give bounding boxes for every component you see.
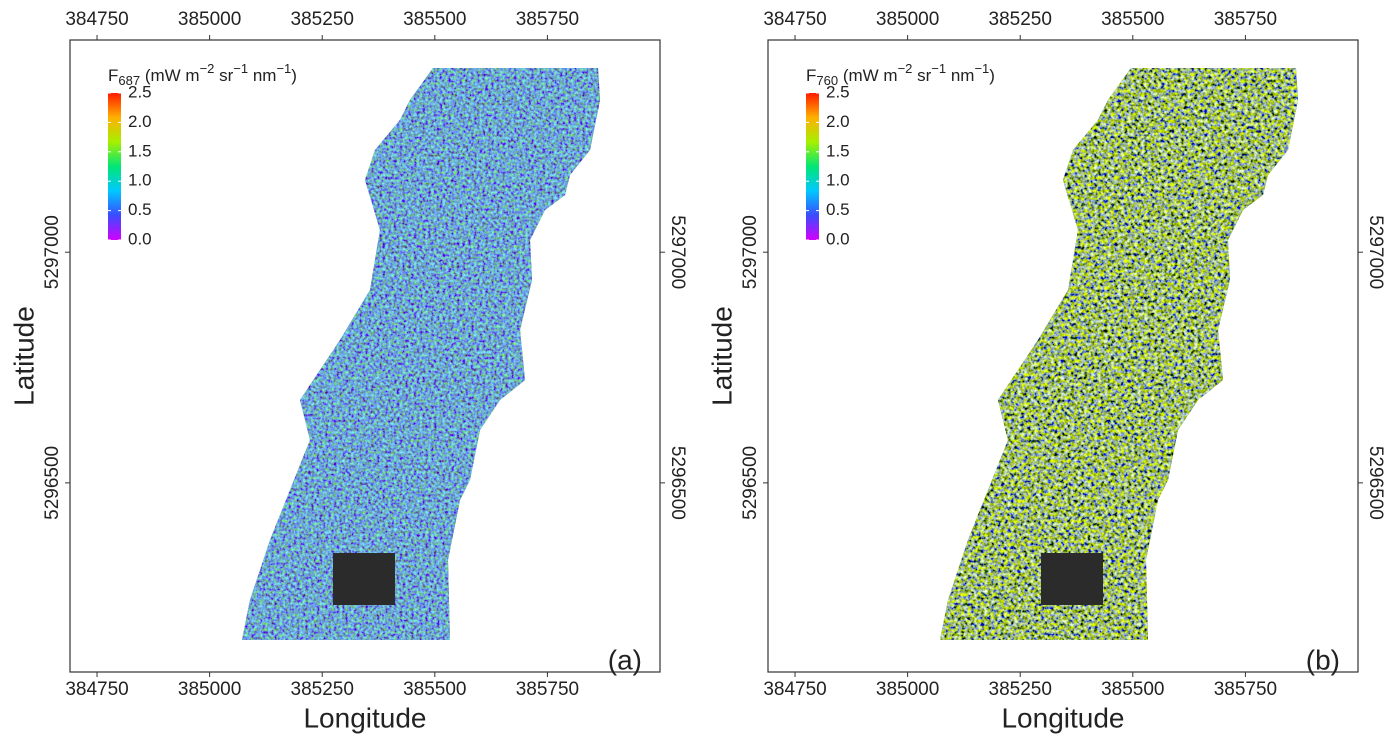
plot-frame bbox=[767, 39, 1359, 673]
colorbar-tick-label: 2.0 bbox=[128, 112, 152, 131]
colorbar-title-part: −1 bbox=[931, 61, 946, 76]
x-axis-label: Longitude bbox=[303, 702, 426, 733]
colorbar-tick-label: 0.5 bbox=[128, 200, 152, 219]
x-tick-label: 384750 bbox=[763, 9, 826, 30]
colorbar-title-part: −2 bbox=[200, 61, 215, 76]
colorbar-title-part: 760 bbox=[816, 73, 838, 88]
colorbar bbox=[806, 93, 819, 240]
colorbar-tick-label: 2.5 bbox=[128, 82, 152, 101]
colorbar-title-part: sr bbox=[912, 66, 931, 85]
colorbar bbox=[108, 93, 121, 240]
colorbar-title-part: F bbox=[108, 66, 118, 85]
colorbar-tick-label: 1.5 bbox=[826, 141, 850, 160]
colorbar-title: F687 (mW m−2 sr−1 nm−1) bbox=[108, 61, 297, 88]
x-tick-label: 384750 bbox=[65, 679, 128, 700]
x-tick-label: 385000 bbox=[876, 9, 939, 30]
colorbar-title-part: −1 bbox=[233, 61, 248, 76]
colorbar-tick-label: 0.0 bbox=[826, 229, 850, 248]
colorbar-title-part: −1 bbox=[974, 61, 989, 76]
colorbar-title-part: sr bbox=[214, 66, 233, 85]
y-tick-label: 5297000 bbox=[1365, 215, 1386, 289]
x-tick-label: 385000 bbox=[178, 9, 241, 30]
colorbar-tick-label: 2.0 bbox=[826, 112, 850, 131]
x-tick-label: 385250 bbox=[989, 679, 1052, 700]
x-tick-label: 385500 bbox=[403, 679, 466, 700]
y-tick-label: 5296500 bbox=[42, 446, 63, 520]
colorbar-title-part: F bbox=[806, 66, 816, 85]
colorbar-tick-label: 0.0 bbox=[128, 229, 152, 248]
x-tick-label: 385750 bbox=[1214, 9, 1277, 30]
colorbar-title: F760 (mW m−2 sr−1 nm−1) bbox=[806, 61, 995, 88]
x-tick-label: 384750 bbox=[65, 9, 128, 30]
y-axis-label: Latitude bbox=[8, 306, 39, 406]
y-axis-label: Latitude bbox=[706, 306, 737, 406]
colorbar-title-part: −2 bbox=[898, 61, 913, 76]
raster-a bbox=[242, 68, 600, 640]
colorbar-title-part: nm bbox=[946, 66, 974, 85]
colorbar-tick-label: 1.5 bbox=[128, 141, 152, 160]
x-axis-label: Longitude bbox=[1001, 702, 1124, 733]
x-tick-label: 385000 bbox=[876, 679, 939, 700]
x-tick-label: 385500 bbox=[403, 9, 466, 30]
colorbar-title-part: (mW m bbox=[140, 66, 199, 85]
colorbar-tick-label: 2.5 bbox=[826, 82, 850, 101]
x-tick-label: 385000 bbox=[178, 679, 241, 700]
y-tick-label: 5297000 bbox=[42, 215, 63, 289]
colorbar-tick-label: 1.0 bbox=[128, 171, 152, 190]
x-tick-label: 385500 bbox=[1101, 679, 1164, 700]
x-tick-label: 385750 bbox=[516, 9, 579, 30]
y-tick-label: 5296500 bbox=[667, 446, 688, 520]
colorbar-title-part: (mW m bbox=[838, 66, 897, 85]
plot-frame bbox=[69, 39, 661, 673]
x-tick-label: 385750 bbox=[1214, 679, 1277, 700]
colorbar-title-part: −1 bbox=[276, 61, 291, 76]
colorbar-title-part: ) bbox=[291, 66, 297, 85]
y-tick-label: 5296500 bbox=[740, 446, 761, 520]
colorbar-tick-label: 1.0 bbox=[826, 171, 850, 190]
colorbar-title-part: 687 bbox=[118, 73, 140, 88]
colorbar-title-part: nm bbox=[248, 66, 276, 85]
y-tick-label: 5297000 bbox=[667, 215, 688, 289]
x-tick-label: 385750 bbox=[516, 679, 579, 700]
y-tick-label: 5296500 bbox=[1365, 446, 1386, 520]
x-tick-label: 385500 bbox=[1101, 9, 1164, 30]
panel-label: (a) bbox=[608, 644, 642, 675]
y-tick-label: 5297000 bbox=[740, 215, 761, 289]
colorbar-title-part: ) bbox=[989, 66, 995, 85]
colorbar-tick-label: 0.5 bbox=[826, 200, 850, 219]
panel-label: (b) bbox=[1306, 644, 1340, 675]
x-tick-label: 385250 bbox=[291, 679, 354, 700]
x-tick-label: 384750 bbox=[763, 679, 826, 700]
raster-b bbox=[940, 68, 1298, 640]
x-tick-label: 385250 bbox=[989, 9, 1052, 30]
x-tick-label: 385250 bbox=[291, 9, 354, 30]
